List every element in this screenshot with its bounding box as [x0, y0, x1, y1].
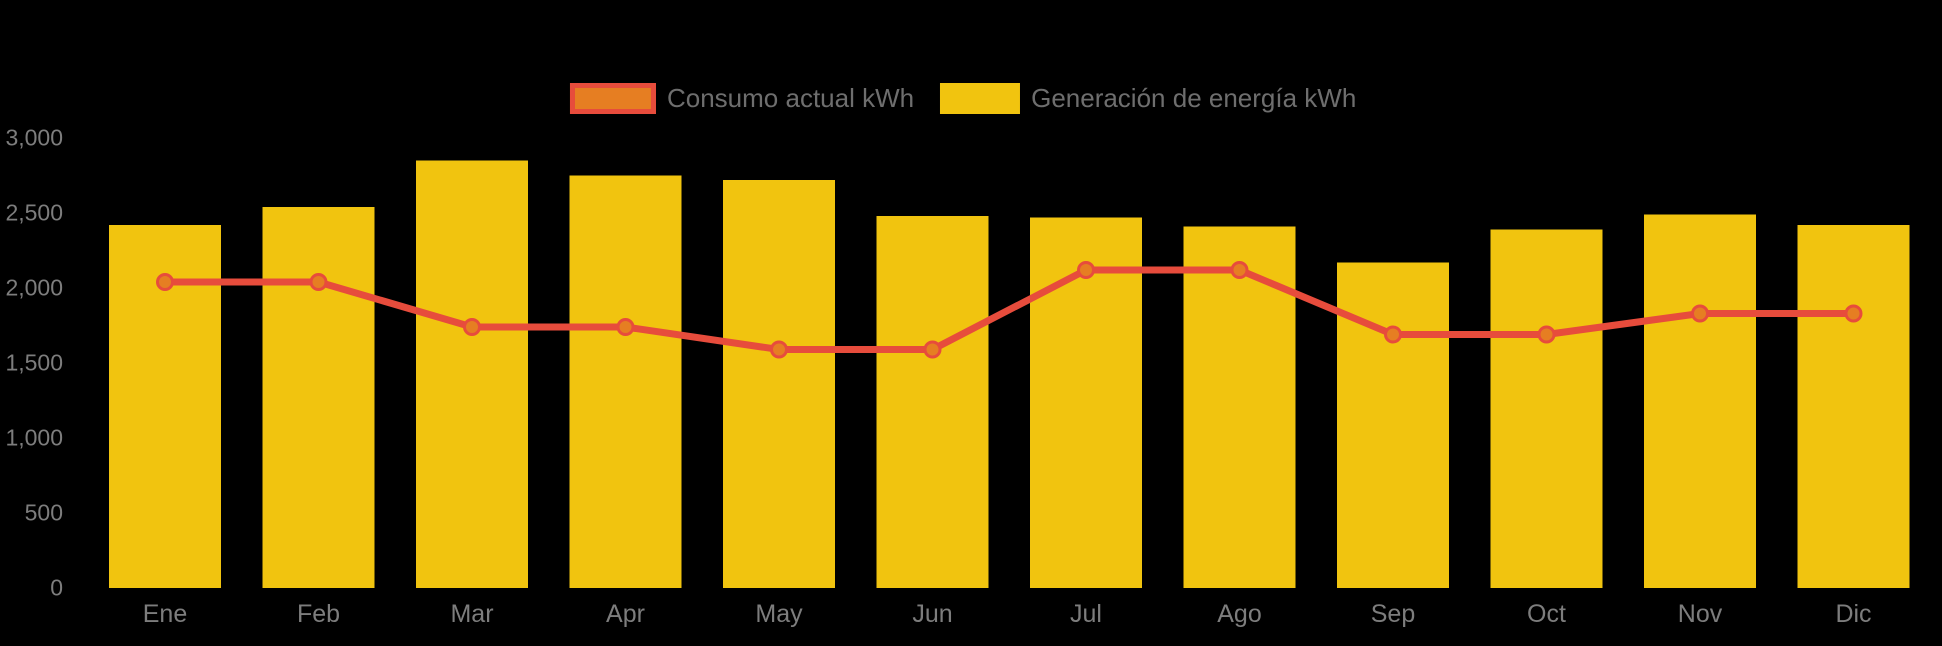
point-ene [156, 273, 174, 291]
point-may [770, 340, 788, 359]
y-tick-1000: 1,000 [5, 424, 63, 451]
bar-jun [876, 216, 989, 588]
y-tick-2000: 2,000 [5, 274, 63, 301]
y-tick-1500: 1,500 [5, 349, 63, 376]
x-tick-may: May [755, 600, 803, 628]
x-tick-nov: Nov [1677, 600, 1723, 628]
point-ago [1230, 261, 1249, 279]
y-tick-3000: 3,000 [5, 124, 63, 151]
bar-ago [1183, 226, 1296, 588]
point-feb [309, 273, 328, 291]
x-tick-apr: Apr [606, 600, 645, 628]
x-tick-jun: Jun [912, 600, 953, 628]
y-tick-500: 500 [24, 499, 63, 526]
bar-dic [1797, 225, 1910, 588]
legend-label-consumo: Consumo actual kWh [666, 83, 915, 113]
point-sep [1384, 325, 1402, 344]
bar-feb [262, 207, 375, 588]
point-mar [463, 318, 481, 336]
x-tick-ene: Ene [142, 600, 188, 628]
bar-may [723, 180, 835, 588]
legend-swatch-consumo-icon [569, 83, 656, 114]
x-tick-dic: Dic [1835, 600, 1872, 628]
legend-label-generacion: Generación de energía kWh [1031, 83, 1357, 113]
point-apr [616, 318, 635, 336]
x-tick-oct: Oct [1527, 600, 1566, 628]
point-jul [1077, 261, 1095, 279]
point-oct [1537, 325, 1556, 344]
legend-item-generacion[interactable]: Generación de energía kWh [940, 83, 1356, 114]
chart-legend: Consumo actual kWh Generación de energía… [569, 83, 1356, 114]
point-nov [1691, 304, 1709, 323]
x-tick-feb: Feb [296, 600, 341, 628]
bar-jul [1030, 217, 1142, 588]
line-series-consumo [165, 266, 1854, 353]
bar-sep [1337, 262, 1449, 588]
line-points-consumo [156, 261, 1863, 359]
x-tick-ago: Ago [1217, 600, 1262, 628]
y-tick-2500: 2,500 [5, 199, 63, 226]
legend-item-consumo[interactable]: Consumo actual kWh [569, 83, 915, 114]
y-tick-0: 0 [50, 574, 63, 601]
point-jun [923, 340, 942, 359]
bar-nov [1644, 214, 1756, 588]
x-tick-jul: Jul [1070, 600, 1102, 628]
x-tick-mar: Mar [450, 600, 494, 628]
bar-series-generacion [109, 160, 1910, 588]
bar-oct [1490, 229, 1603, 588]
legend-swatch-generacion-icon [940, 83, 1021, 114]
bar-apr [569, 175, 682, 588]
point-dic [1844, 304, 1863, 323]
x-tick-sep: Sep [1370, 600, 1416, 628]
bar-mar [416, 160, 528, 588]
